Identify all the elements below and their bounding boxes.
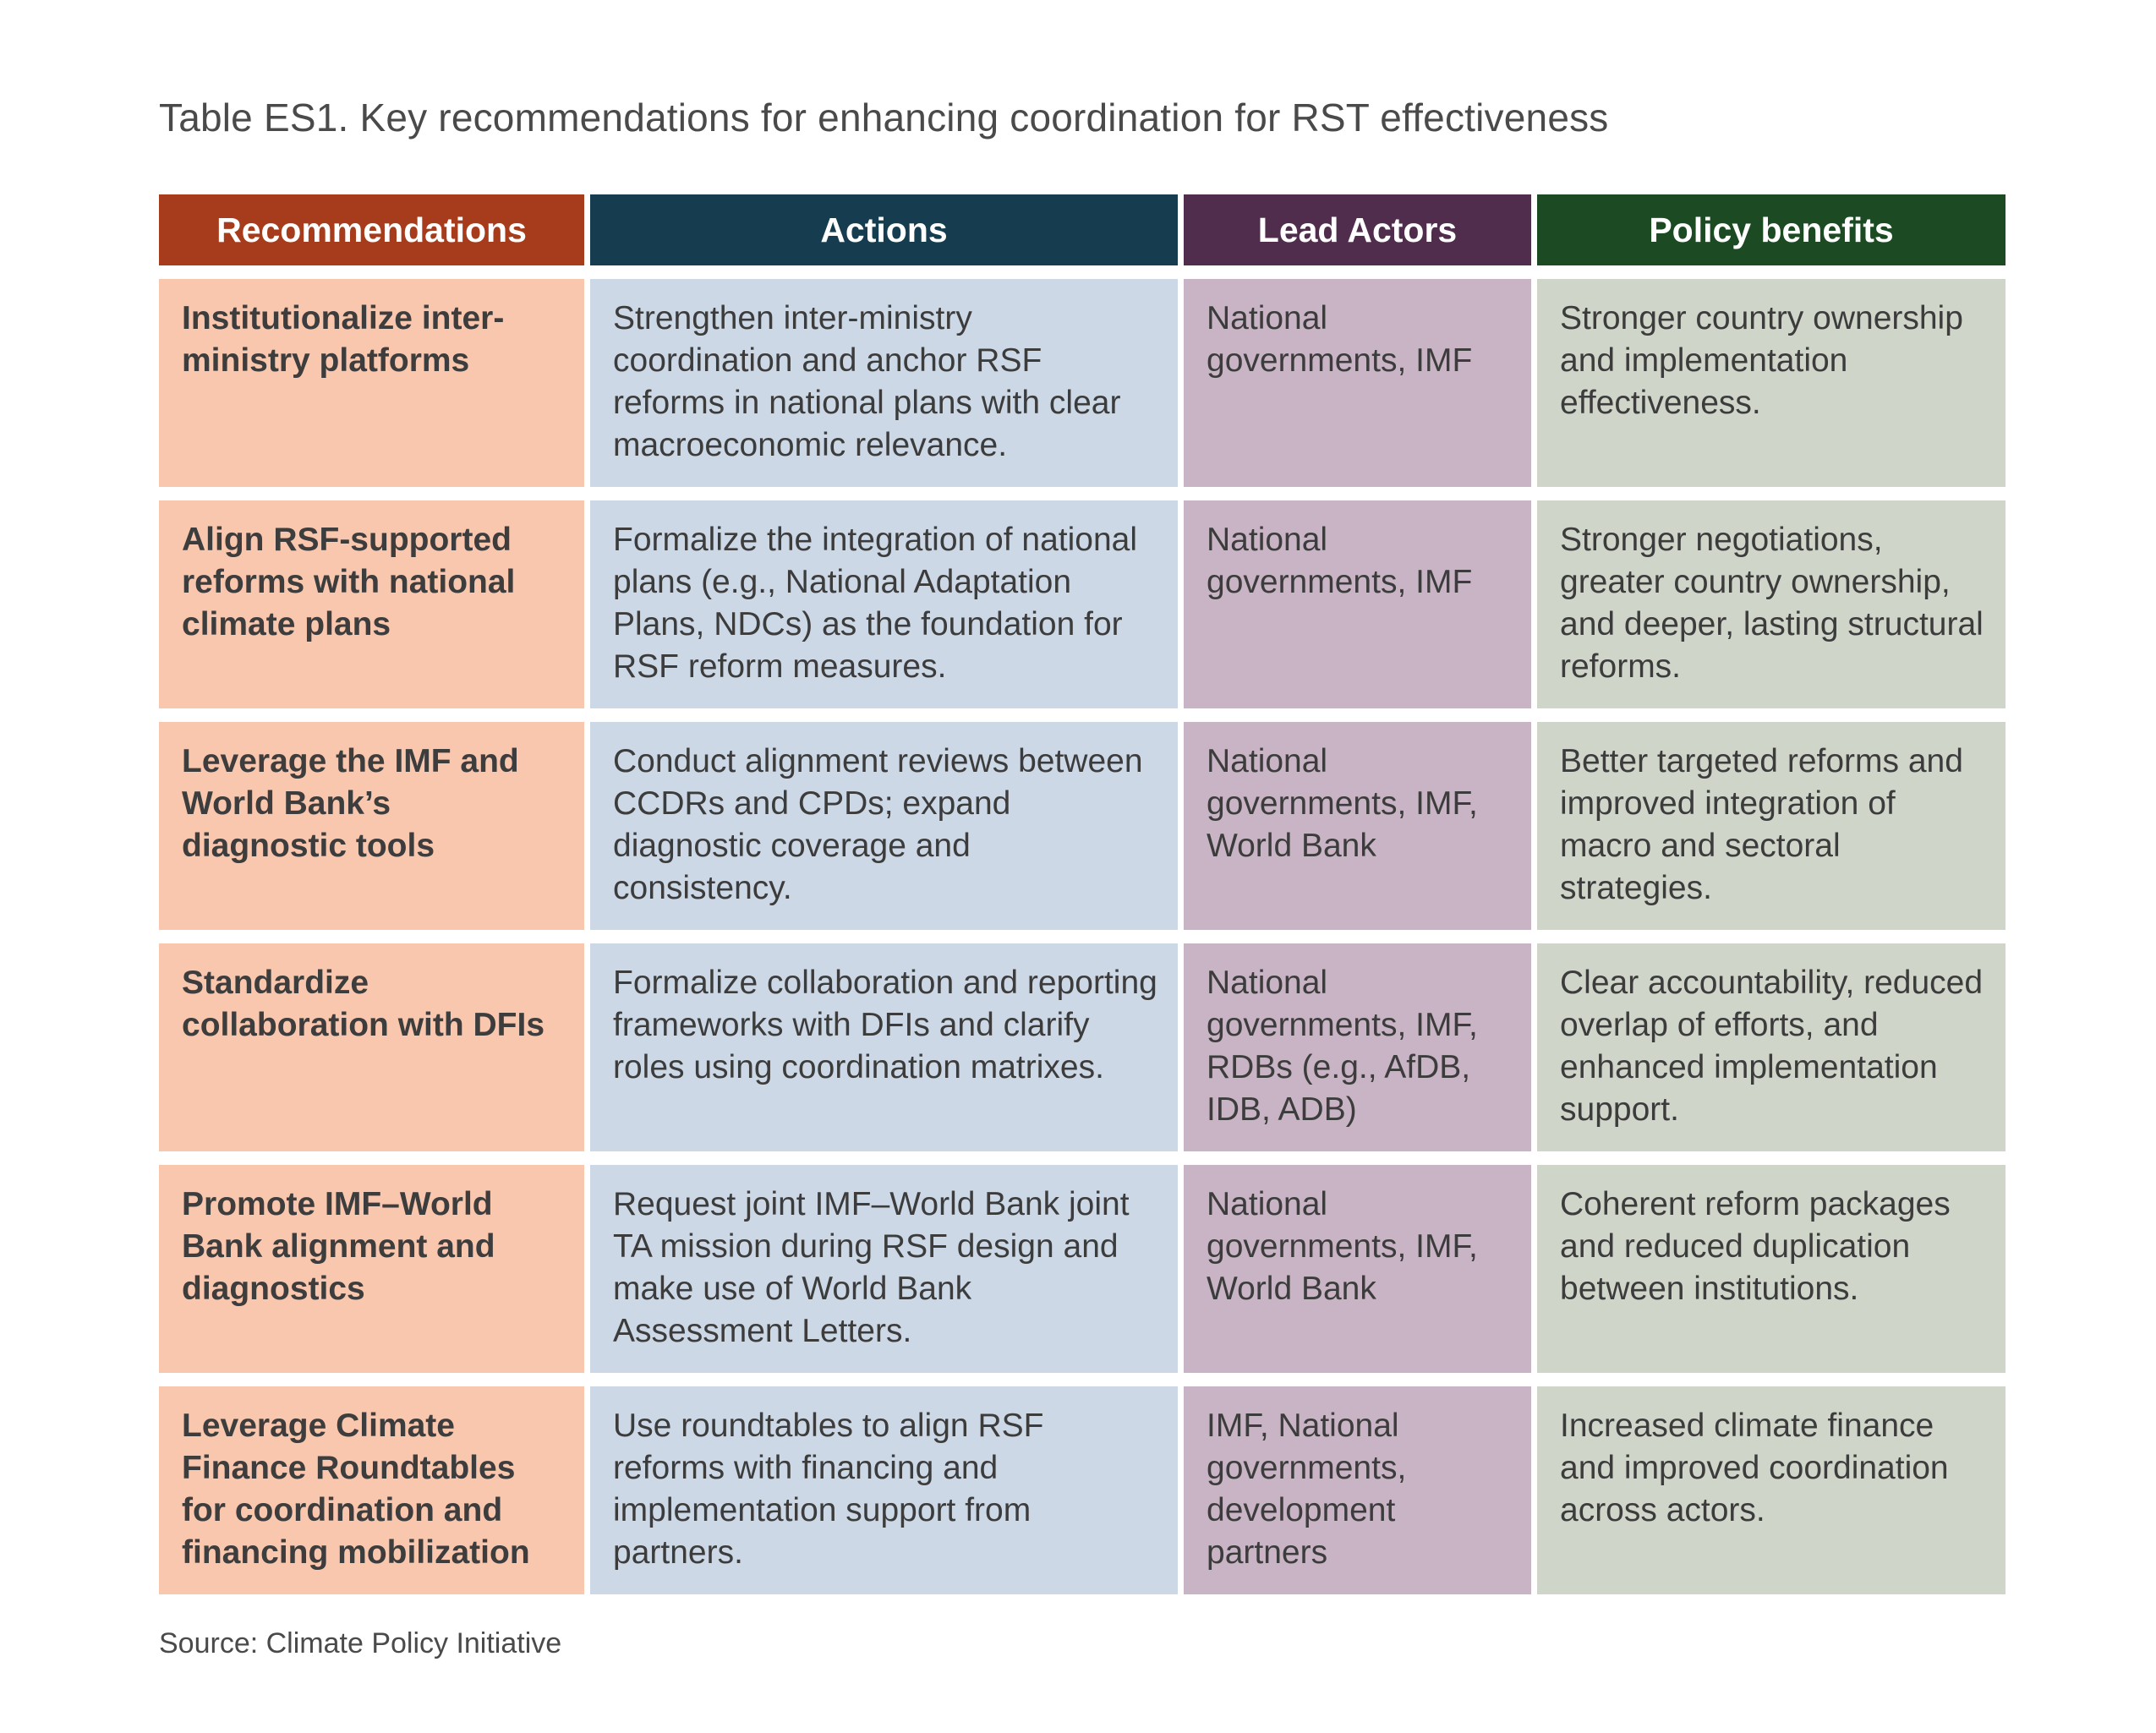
lead-actors-cell: National governments, IMF: [1184, 279, 1531, 487]
policy-benefit-cell: Stronger negotiations, greater country o…: [1537, 500, 2006, 708]
policy-benefit-cell: Clear accountability, reduced overlap of…: [1537, 943, 2006, 1151]
header-actions: Actions: [590, 194, 1178, 265]
action-cell: Conduct alignment reviews between CCDRs …: [590, 722, 1178, 930]
recommendations-table: Recommendations Actions Lead Actors Poli…: [159, 194, 2006, 1594]
header-policy-benefits: Policy benefits: [1537, 194, 2006, 265]
recommendation-cell: Leverage the IMF and World Bank’s diagno…: [159, 722, 584, 930]
policy-benefit-cell: Coherent reform packages and reduced dup…: [1537, 1165, 2006, 1373]
lead-actors-cell: National governments, IMF, RDBs (e.g., A…: [1184, 943, 1531, 1151]
recommendation-cell: Leverage Climate Finance Roundtables for…: [159, 1386, 584, 1594]
lead-actors-cell: IMF, National governments, development p…: [1184, 1386, 1531, 1594]
recommendation-cell: Promote IMF–World Bank alignment and dia…: [159, 1165, 584, 1373]
lead-actors-cell: National governments, IMF: [1184, 500, 1531, 708]
policy-benefit-cell: Stronger country ownership and implement…: [1537, 279, 2006, 487]
recommendation-cell: Institutionalize inter-ministry platform…: [159, 279, 584, 487]
header-lead-actors: Lead Actors: [1184, 194, 1531, 265]
source-note: Source: Climate Policy Initiative: [159, 1627, 562, 1659]
policy-benefit-cell: Better targeted reforms and improved int…: [1537, 722, 2006, 930]
action-cell: Strengthen inter-ministry coordination a…: [590, 279, 1178, 487]
lead-actors-cell: National governments, IMF, World Bank: [1184, 722, 1531, 930]
recommendation-cell: Standardize collaboration with DFIs: [159, 943, 584, 1151]
lead-actors-cell: National governments, IMF, World Bank: [1184, 1165, 1531, 1373]
action-cell: Formalize collaboration and reporting fr…: [590, 943, 1178, 1151]
action-cell: Formalize the integration of national pl…: [590, 500, 1178, 708]
header-recommendations: Recommendations: [159, 194, 584, 265]
policy-benefit-cell: Increased climate finance and improved c…: [1537, 1386, 2006, 1594]
action-cell: Use roundtables to align RSF reforms wit…: [590, 1386, 1178, 1594]
table-title: Table ES1. Key recommendations for enhan…: [159, 96, 1609, 139]
recommendation-cell: Align RSF-supported reforms with nationa…: [159, 500, 584, 708]
action-cell: Request joint IMF–World Bank joint TA mi…: [590, 1165, 1178, 1373]
